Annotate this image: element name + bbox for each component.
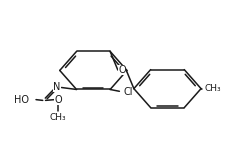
- Text: Cl: Cl: [123, 87, 133, 97]
- Text: O: O: [54, 95, 62, 105]
- Text: CH₃: CH₃: [50, 112, 66, 121]
- Text: N: N: [53, 82, 61, 92]
- Text: HO: HO: [14, 95, 29, 105]
- Text: O: O: [118, 65, 126, 75]
- Text: CH₃: CH₃: [204, 84, 221, 93]
